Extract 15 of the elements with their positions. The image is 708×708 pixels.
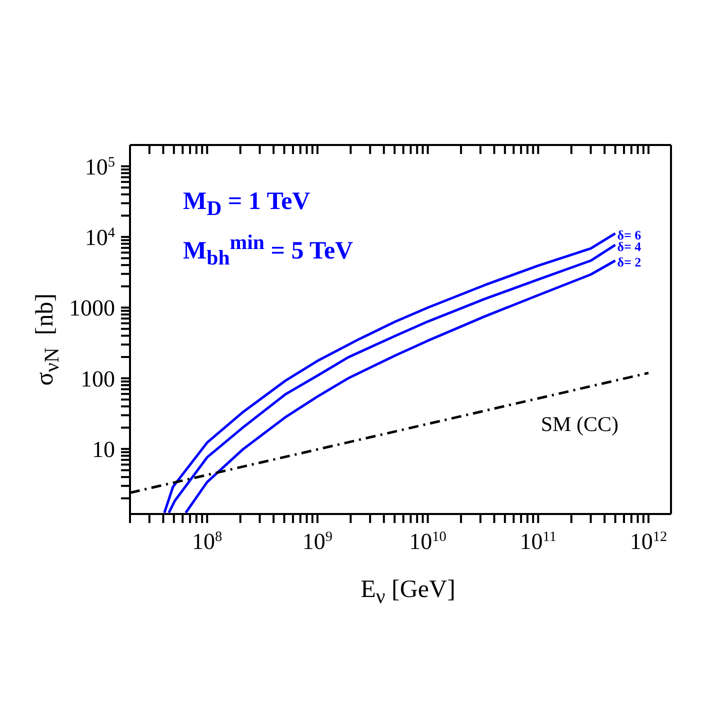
x-tick-label: 10$^{12}$ <box>630 529 668 554</box>
x-tick-label: 10$^{11}$ <box>520 529 557 554</box>
x-axis-title: E$_{ν}$ [GeV] <box>360 576 456 609</box>
y-tick-label: 10 <box>92 436 115 462</box>
y-tick-label: 1000 <box>69 296 115 321</box>
x-tick-label: 10$^{10}$ <box>409 529 446 554</box>
y-tick-label: 10$^{4}$ <box>84 224 115 250</box>
series-label: SM (CC) <box>540 412 618 436</box>
series-label: δ= 2 <box>617 254 642 270</box>
annotation: M$_{bh}$$^{min}$ = 5 TeV <box>183 230 354 270</box>
y-tick-label: 10$^{5}$ <box>84 154 115 180</box>
x-tick-label: 10$^{8}$ <box>192 529 222 554</box>
y-tick-label: 100 <box>80 366 115 392</box>
x-tick-label: 10$^{9}$ <box>302 529 333 554</box>
annotation: M$_{D}$ = 1 TeV <box>183 188 310 221</box>
